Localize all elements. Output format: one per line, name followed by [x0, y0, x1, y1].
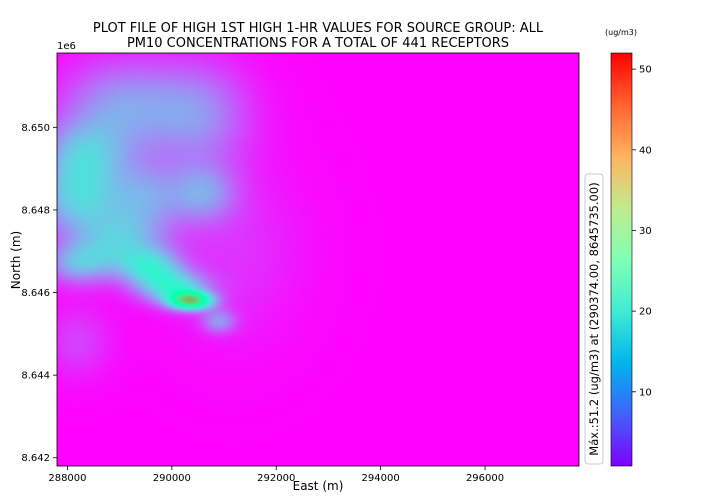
- y-tick-label: 8.650: [21, 123, 50, 134]
- y-offset-label: 1e6: [57, 41, 76, 52]
- x-tick-label: 292000: [257, 473, 295, 484]
- x-tick-label: 288000: [48, 473, 86, 484]
- x-tick-label: 294000: [362, 473, 400, 484]
- y-tick-label: 8.644: [21, 371, 50, 382]
- max-annotation-box: [584, 173, 604, 465]
- colorbar: [610, 52, 633, 467]
- heatmap-image: [57, 53, 579, 466]
- colorbar-tick-label: 50: [639, 65, 652, 76]
- chart-title-line2: PM10 CONCENTRATIONS FOR A TOTAL OF 441 R…: [127, 36, 509, 51]
- chart-title-line1: PLOT FILE OF HIGH 1ST HIGH 1-HR VALUES F…: [93, 21, 544, 36]
- colorbar-ticks: 10 20 30 40 50: [632, 65, 652, 398]
- y-tick-label: 8.646: [21, 288, 50, 299]
- colorbar-tick-label: 10: [639, 387, 652, 398]
- y-axis-ticks: 8.642 8.644 8.646 8.648 8.650: [21, 123, 57, 464]
- colorbar-tick-label: 40: [639, 145, 652, 156]
- x-axis-label: East (m): [293, 479, 344, 493]
- y-tick-label: 8.648: [21, 205, 50, 216]
- x-tick-label: 296000: [466, 473, 504, 484]
- x-axis-ticks: 288000 290000 292000 294000 296000: [48, 466, 504, 484]
- colorbar-tick-label: 30: [639, 226, 652, 237]
- plot-frame: [56, 52, 580, 467]
- max-annotation: Máx.:51.2 (ug/m3) at (290374.00, 8645735…: [587, 182, 601, 455]
- colorbar-unit-label: (ug/m3): [605, 28, 637, 37]
- y-tick-label: 8.642: [21, 453, 50, 464]
- colorbar-tick-label: 20: [639, 307, 652, 318]
- y-axis-label: North (m): [9, 231, 23, 289]
- x-tick-label: 290000: [153, 473, 191, 484]
